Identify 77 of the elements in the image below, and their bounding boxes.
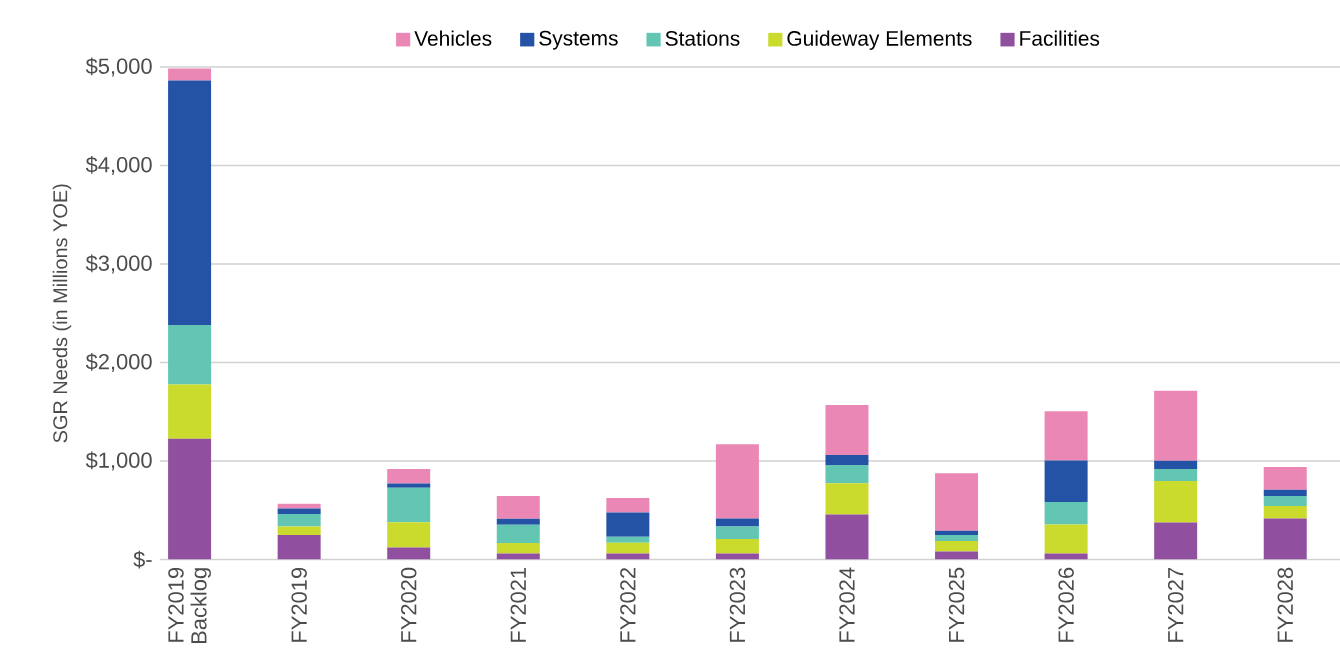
y-axis-title: SGR Needs (in Millions YOE) [52, 184, 72, 443]
bar [496, 496, 540, 519]
y-tick-label: $3,000 [85, 254, 152, 274]
bar [1044, 524, 1088, 554]
bar [277, 534, 321, 560]
y-tick-label: $4,000 [85, 155, 152, 176]
bar [1044, 411, 1088, 461]
x-tick-label: FY2024 [839, 567, 855, 642]
bar [935, 540, 979, 552]
bar [715, 526, 759, 539]
bar [277, 526, 321, 535]
legend-label: Facilities [1020, 30, 1100, 46]
bar [496, 524, 540, 543]
bar [825, 483, 869, 515]
bar [1263, 467, 1307, 490]
bar [168, 68, 212, 81]
bar [606, 553, 650, 560]
legend-label: Systems [539, 30, 618, 50]
bar [715, 553, 759, 560]
bar [277, 503, 321, 509]
bar [1154, 390, 1198, 461]
bar [1263, 505, 1307, 519]
bar [496, 542, 540, 554]
bar [168, 438, 212, 560]
x-tick-label: FY2021 [510, 567, 527, 642]
bar [387, 522, 431, 548]
bar [935, 473, 979, 531]
y-tick-label: $1,000 [85, 451, 152, 471]
bar [1154, 460, 1198, 469]
bar [1044, 460, 1088, 502]
bar [387, 469, 431, 484]
x-tick-label: FY2028 [1277, 567, 1293, 642]
x-tick-label: FY2020 [400, 567, 417, 642]
bar [935, 530, 979, 535]
bar [1263, 495, 1307, 506]
bar [825, 514, 869, 560]
bar [277, 513, 321, 527]
bar [935, 534, 979, 541]
x-tick-label: FY2023 [729, 567, 746, 642]
bar [387, 547, 431, 560]
x-tick-label: FY2019 Backlog [168, 567, 211, 644]
bar [387, 487, 431, 523]
bar [825, 454, 869, 466]
bar [1154, 468, 1198, 481]
x-tick-label: FY2025 [948, 567, 965, 642]
bar [606, 542, 650, 554]
bar [825, 465, 869, 484]
bar [168, 384, 212, 439]
bar [168, 80, 212, 326]
bar [1263, 518, 1307, 560]
x-tick-label: FY2026 [1058, 567, 1074, 642]
legend-label: Guideway Elements [787, 30, 972, 50]
bar [1044, 501, 1088, 525]
bar [606, 536, 650, 543]
bar [387, 483, 431, 488]
bar [1154, 480, 1198, 523]
y-tick-label: $5,000 [85, 57, 152, 77]
bar [1154, 522, 1198, 560]
x-tick-label: FY2027 [1167, 567, 1184, 642]
bar [715, 518, 759, 527]
y-tick-label: $- [133, 550, 152, 569]
bar [1263, 489, 1307, 496]
bar [715, 538, 759, 554]
bar [496, 518, 540, 525]
bar [277, 508, 321, 514]
y-tick-label: $2,000 [85, 352, 152, 373]
bar [825, 405, 869, 455]
bar [606, 512, 650, 537]
bar [496, 553, 540, 560]
bar [606, 497, 650, 513]
bar [715, 444, 759, 519]
legend-label: Vehicles [414, 30, 492, 46]
x-tick-label: FY2022 [620, 567, 636, 642]
bar [1044, 553, 1088, 560]
legend-label: Stations [665, 30, 740, 46]
x-tick-label: FY2019 [291, 567, 307, 642]
bar [168, 325, 212, 385]
